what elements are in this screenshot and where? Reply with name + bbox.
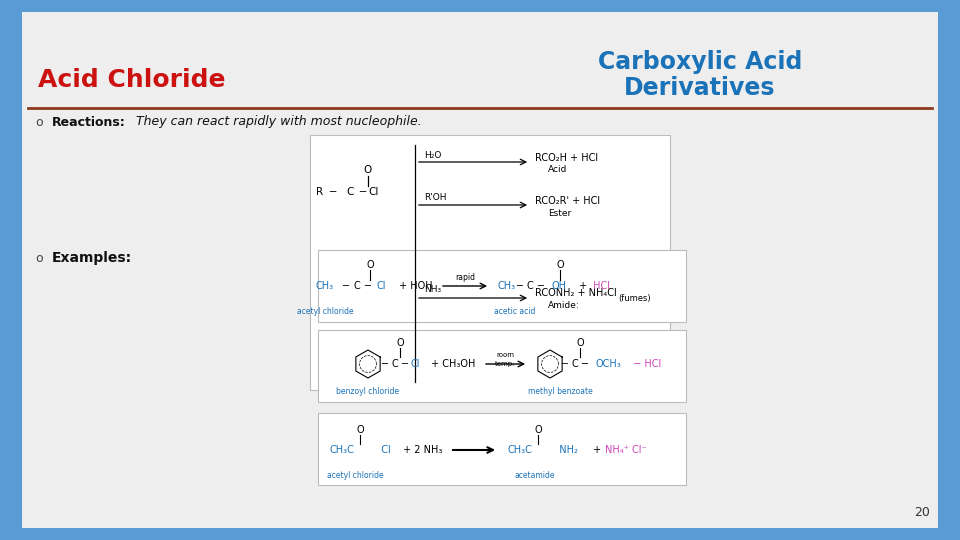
Text: Acid Chloride: Acid Chloride — [38, 68, 226, 92]
Bar — [318, 330, 686, 402]
Text: They can react rapidly with most nucleophile.: They can react rapidly with most nucleop… — [132, 116, 421, 129]
Text: temp.: temp. — [494, 361, 516, 367]
Text: acetic acid: acetic acid — [494, 307, 536, 316]
Text: Reactions:: Reactions: — [52, 116, 126, 129]
Text: benzoyl chloride: benzoyl chloride — [336, 388, 399, 396]
Text: OCH₃: OCH₃ — [596, 359, 622, 369]
Text: RCONH₂ + NH₄Cl: RCONH₂ + NH₄Cl — [535, 288, 616, 298]
Text: NH₄⁺ Cl⁻: NH₄⁺ Cl⁻ — [605, 445, 647, 455]
Text: room: room — [496, 352, 514, 358]
Text: C: C — [527, 281, 534, 291]
Text: ─: ─ — [401, 359, 407, 369]
Text: rapid: rapid — [455, 273, 475, 282]
Text: Cl: Cl — [376, 281, 386, 291]
Text: CH₃C: CH₃C — [508, 445, 533, 455]
Text: O: O — [364, 165, 372, 175]
Text: O: O — [556, 260, 564, 270]
Text: ─: ─ — [364, 281, 370, 291]
Text: CH₃: CH₃ — [316, 281, 334, 291]
Text: ─: ─ — [537, 281, 543, 291]
Text: CH₃: CH₃ — [497, 281, 516, 291]
Text: O: O — [576, 338, 584, 348]
Text: ─: ─ — [516, 281, 522, 291]
Text: Acid: Acid — [548, 165, 567, 174]
Text: R: R — [317, 187, 324, 197]
Text: Cl: Cl — [375, 445, 391, 455]
Text: O: O — [366, 260, 373, 270]
Text: RCO₂R' + HCl: RCO₂R' + HCl — [535, 196, 600, 206]
Text: acetyl chloride: acetyl chloride — [326, 470, 383, 480]
Text: +: + — [576, 281, 588, 291]
Text: 20: 20 — [914, 505, 930, 518]
Text: +: + — [590, 445, 604, 455]
Text: ─: ─ — [581, 359, 587, 369]
Text: O: O — [534, 425, 541, 435]
Text: C: C — [392, 359, 398, 369]
Text: acetyl chloride: acetyl chloride — [297, 307, 353, 316]
Bar — [318, 250, 686, 322]
Text: o: o — [35, 252, 42, 265]
Text: acetamide: acetamide — [515, 470, 555, 480]
Text: NH₂: NH₂ — [553, 445, 578, 455]
Text: OH: OH — [552, 281, 567, 291]
Text: ─: ─ — [381, 359, 387, 369]
Text: NH₃: NH₃ — [424, 286, 442, 294]
Text: o: o — [35, 116, 42, 129]
Text: Cl: Cl — [369, 187, 379, 197]
Text: + CH₃OH: + CH₃OH — [428, 359, 475, 369]
Text: O: O — [356, 425, 364, 435]
Text: Examples:: Examples: — [52, 251, 132, 265]
Text: R'OH: R'OH — [424, 193, 446, 202]
Text: ─: ─ — [329, 187, 335, 197]
Text: ─: ─ — [561, 359, 567, 369]
Text: + HOH: + HOH — [396, 281, 433, 291]
Text: + 2 NH₃: + 2 NH₃ — [400, 445, 443, 455]
Text: Cl: Cl — [410, 359, 420, 369]
Bar — [310, 135, 670, 390]
Text: O: O — [396, 338, 404, 348]
Bar — [318, 413, 686, 485]
Text: HCl: HCl — [590, 281, 610, 291]
Text: RCO₂H + HCl: RCO₂H + HCl — [535, 153, 598, 163]
Text: C: C — [353, 281, 360, 291]
Text: Ester: Ester — [548, 208, 571, 218]
Text: ─: ─ — [342, 281, 348, 291]
Text: C: C — [571, 359, 578, 369]
Text: (fumes): (fumes) — [618, 294, 651, 302]
Text: ─: ─ — [359, 187, 365, 197]
Text: − HCl: − HCl — [630, 359, 661, 369]
Text: methyl benzoate: methyl benzoate — [528, 388, 592, 396]
Text: CH₃C: CH₃C — [330, 445, 355, 455]
Text: Amide:: Amide: — [548, 301, 580, 310]
Text: Derivatives: Derivatives — [624, 76, 776, 100]
Text: H₂O: H₂O — [424, 151, 442, 159]
Text: C: C — [347, 187, 353, 197]
Text: Carboxylic Acid: Carboxylic Acid — [598, 50, 803, 74]
